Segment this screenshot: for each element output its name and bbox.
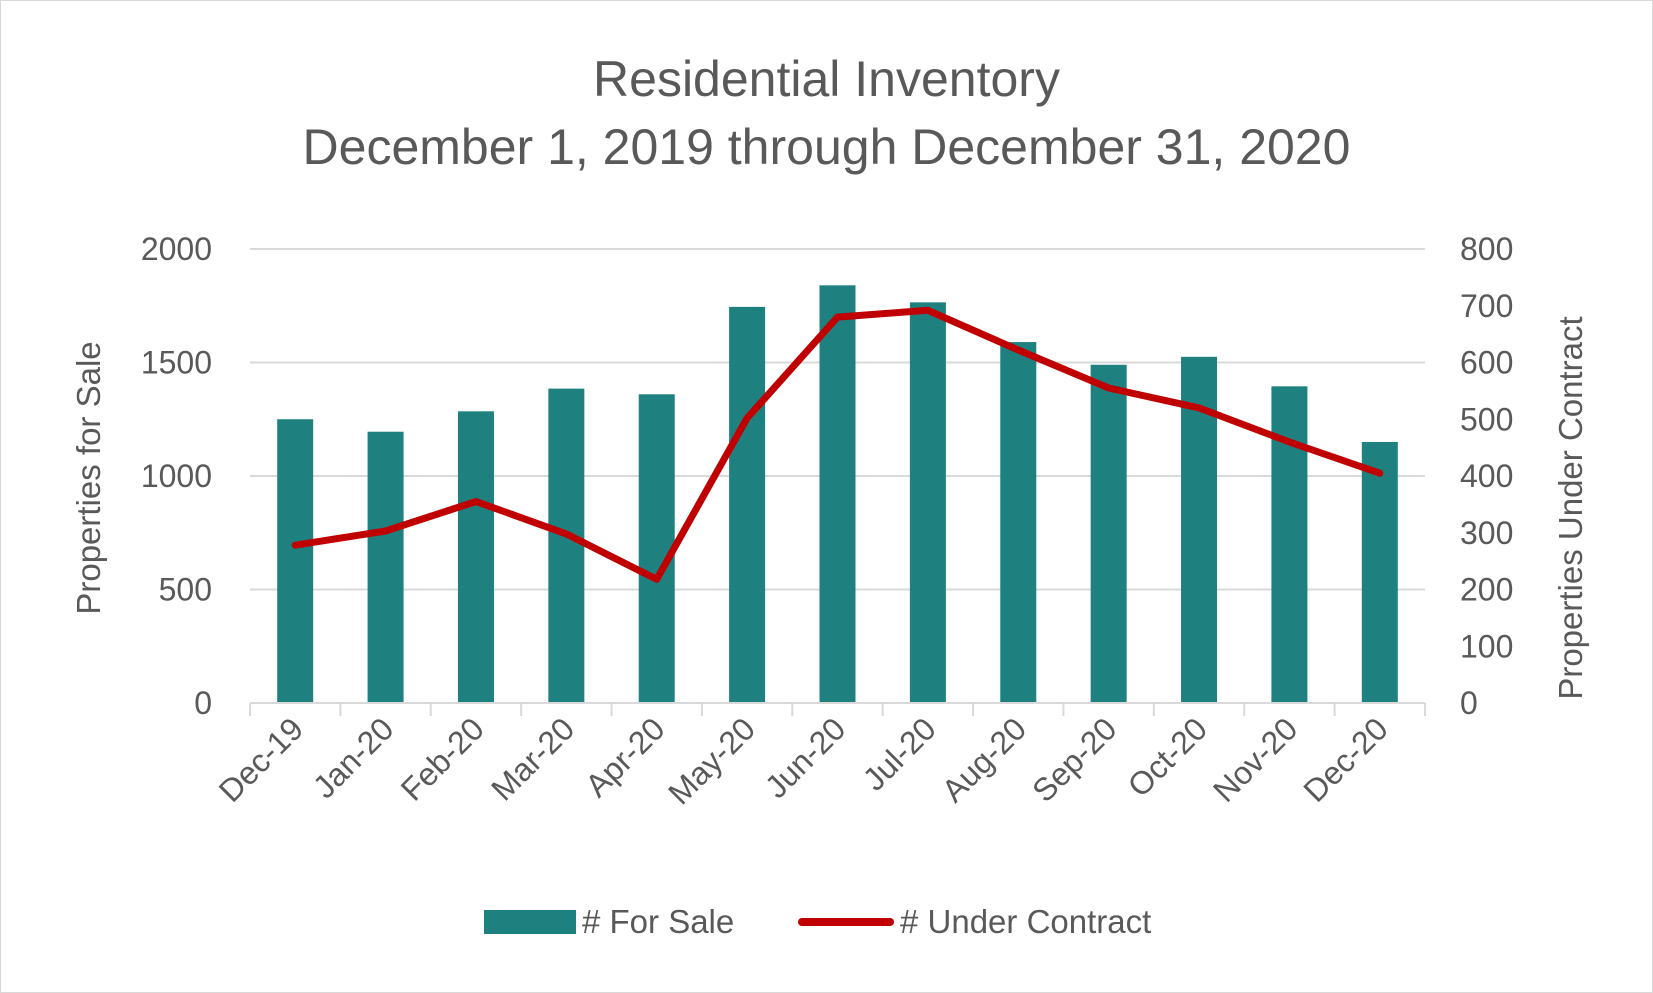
y2-tick-label: 0 — [1460, 685, 1478, 721]
x-tick-label: May-20 — [661, 710, 762, 811]
bar — [457, 411, 494, 703]
line-series-under-contract — [291, 306, 1384, 583]
y-tick-label: 500 — [159, 572, 212, 608]
legend-label-for-sale: # For Sale — [582, 903, 735, 940]
x-tick-label: Nov-20 — [1206, 710, 1304, 808]
bar — [638, 394, 675, 703]
legend-swatch-bar — [484, 910, 576, 934]
legend: # For Sale # Under Contract — [0, 900, 1653, 944]
bar-series-for-sale — [277, 285, 1398, 703]
bar — [367, 431, 404, 703]
y2-tick-label: 700 — [1460, 288, 1513, 324]
y-axis-right-label: Properties Under Contract — [1552, 316, 1589, 699]
x-axis — [249, 702, 1426, 716]
bar — [729, 306, 766, 703]
x-tick-label: Jan-20 — [306, 710, 401, 805]
chart-subtitle: December 1, 2019 through December 31, 20… — [302, 119, 1351, 175]
bar — [819, 285, 856, 703]
x-tick-label: Jun-20 — [758, 710, 853, 805]
y-tick-label: 1500 — [141, 345, 212, 381]
y-axis-left-ticks: 0 500 1000 1500 2000 — [141, 231, 212, 721]
y2-tick-label: 200 — [1460, 572, 1513, 608]
y-axis-right-ticks: 0 100 200 300 400 500 600 700 800 — [1460, 231, 1513, 721]
bar — [548, 388, 585, 703]
y2-tick-label: 800 — [1460, 231, 1513, 267]
y-tick-label: 1000 — [141, 458, 212, 494]
y2-tick-label: 400 — [1460, 458, 1513, 494]
y-axis-left-label: Properties for Sale — [70, 341, 107, 614]
x-tick-label: Sep-20 — [1025, 710, 1123, 808]
x-tick-label: Apr-20 — [578, 710, 671, 803]
legend-item-for-sale: # For Sale — [484, 900, 734, 944]
x-axis-ticks: Dec-19Jan-20Feb-20Mar-20Apr-20May-20Jun-… — [212, 710, 1395, 811]
legend-item-under-contract: # Under Contract — [798, 900, 1151, 944]
x-tick-label: Dec-19 — [212, 710, 310, 808]
x-tick-label: Aug-20 — [935, 710, 1033, 808]
combo-chart: 0 500 1000 1500 2000 0 100 200 300 400 500 600 700 8… — [70, 231, 1589, 811]
legend-swatch-line — [798, 918, 894, 926]
y-tick-label: 2000 — [141, 231, 212, 267]
bar — [277, 419, 314, 703]
y-tick-label: 0 — [194, 685, 212, 721]
y2-tick-label: 100 — [1460, 628, 1513, 664]
bar — [909, 302, 946, 703]
legend-label-under-contract: # Under Contract — [900, 903, 1152, 940]
bar — [1000, 342, 1037, 703]
x-tick-label: Dec-20 — [1296, 710, 1394, 808]
bar — [1090, 364, 1127, 703]
x-tick-label: Feb-20 — [394, 710, 491, 807]
x-tick-label: Oct-20 — [1121, 710, 1214, 803]
x-tick-label: Jul-20 — [856, 710, 943, 797]
x-tick-label: Mar-20 — [484, 710, 581, 807]
y2-tick-label: 500 — [1460, 401, 1513, 437]
chart-title: Residential Inventory — [593, 51, 1060, 107]
y2-tick-label: 600 — [1460, 345, 1513, 381]
bar — [1361, 441, 1398, 703]
y2-tick-label: 300 — [1460, 515, 1513, 551]
